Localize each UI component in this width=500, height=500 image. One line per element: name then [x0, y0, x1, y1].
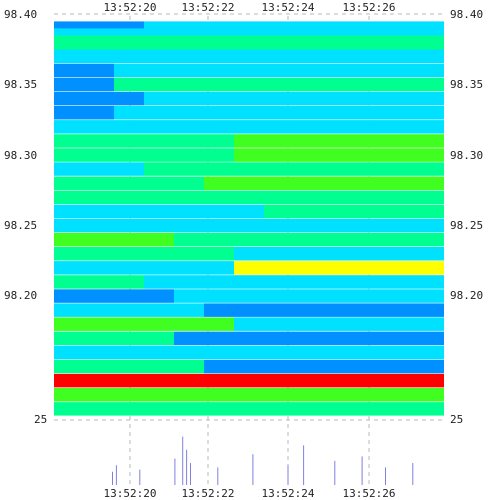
y-tick-left-5: 98.20	[4, 289, 37, 302]
y-tick-left-3: 98.30	[4, 149, 37, 162]
heatmap-cell	[54, 91, 144, 106]
heatmap-cell	[54, 388, 444, 402]
heatmap-cell	[54, 289, 174, 303]
heatmap-cell	[234, 317, 444, 331]
heatmap-cell	[234, 134, 444, 148]
heatmap-cell	[114, 106, 444, 120]
y-tick-right-1: 98.40	[450, 8, 483, 21]
heatmap-cell	[204, 176, 444, 190]
heatmap-cell	[54, 63, 114, 78]
x-tick-bottom-2: 13:52:22	[182, 487, 235, 500]
heatmap-cell	[54, 162, 144, 176]
heatmap-cell	[114, 63, 444, 78]
heatmap-cell	[204, 359, 444, 374]
heatmap-cell	[54, 331, 174, 346]
heatmap-cell	[54, 317, 234, 331]
heatmap-cell	[144, 162, 444, 176]
heatmap-cell	[144, 91, 444, 106]
heatmap-cell	[54, 120, 444, 134]
heatmap-cell	[174, 232, 444, 247]
y-tick-right-5: 98.20	[450, 289, 483, 302]
volume-tick-right: 25	[450, 413, 463, 426]
y-tick-left-4: 98.25	[4, 219, 37, 232]
heatmap-cell	[144, 275, 444, 289]
heatmap-cell	[54, 49, 444, 64]
heatmap-cell	[54, 77, 114, 92]
heatmap-cell	[114, 77, 444, 92]
x-tick-bottom-1: 13:52:20	[104, 487, 157, 500]
heatmap-cell	[54, 106, 114, 120]
x-tick-bottom-3: 13:52:24	[262, 487, 315, 500]
heatmap-cell	[54, 303, 204, 317]
heatmap-cell	[54, 402, 444, 416]
heatmap-cell	[234, 247, 444, 261]
heatmap-cell	[204, 218, 444, 233]
heatmap-cells	[54, 21, 444, 416]
x-tick-top-3: 13:52:24	[262, 1, 315, 14]
heatmap-cell	[54, 359, 204, 374]
heatmap-cell	[54, 190, 144, 205]
heatmap-cell	[144, 345, 444, 360]
heatmap-cell	[54, 134, 234, 148]
heatmap-cell	[54, 373, 444, 388]
heatmap-cell	[54, 345, 144, 360]
heatmap-cell	[264, 204, 444, 219]
x-tick-top-1: 13:52:20	[104, 1, 157, 14]
volume-bars	[112, 436, 414, 485]
heatmap-cell	[54, 261, 234, 275]
y-tick-right-4: 98.25	[450, 219, 483, 232]
heatmap-cell	[54, 176, 204, 190]
heatmap-cell	[234, 148, 444, 162]
heatmap-cell	[54, 204, 264, 219]
y-tick-right-2: 98.35	[450, 78, 483, 91]
heatmap-cell	[174, 289, 444, 303]
y-tick-left-2: 98.35	[4, 78, 37, 91]
heatmap-cell	[54, 148, 234, 162]
y-tick-left-1: 98.40	[4, 8, 37, 21]
heatmap-cell	[204, 303, 444, 317]
y-tick-right-3: 98.30	[450, 149, 483, 162]
heatmap-cell	[54, 218, 204, 233]
heatmap-cell	[54, 247, 234, 261]
heatmap-cell	[144, 190, 444, 205]
volume-tick-left: 25	[34, 413, 47, 426]
x-tick-bottom-4: 13:52:26	[343, 487, 396, 500]
x-tick-top-4: 13:52:26	[343, 1, 396, 14]
heatmap-cell	[174, 331, 444, 346]
heatmap-cell	[54, 275, 144, 289]
x-tick-top-2: 13:52:22	[182, 1, 235, 14]
axis-ticks: 13:52:20 13:52:22 13:52:24 13:52:26 13:5…	[4, 1, 483, 500]
heatmap-cell	[54, 232, 174, 247]
heatmap-cell	[234, 261, 444, 275]
